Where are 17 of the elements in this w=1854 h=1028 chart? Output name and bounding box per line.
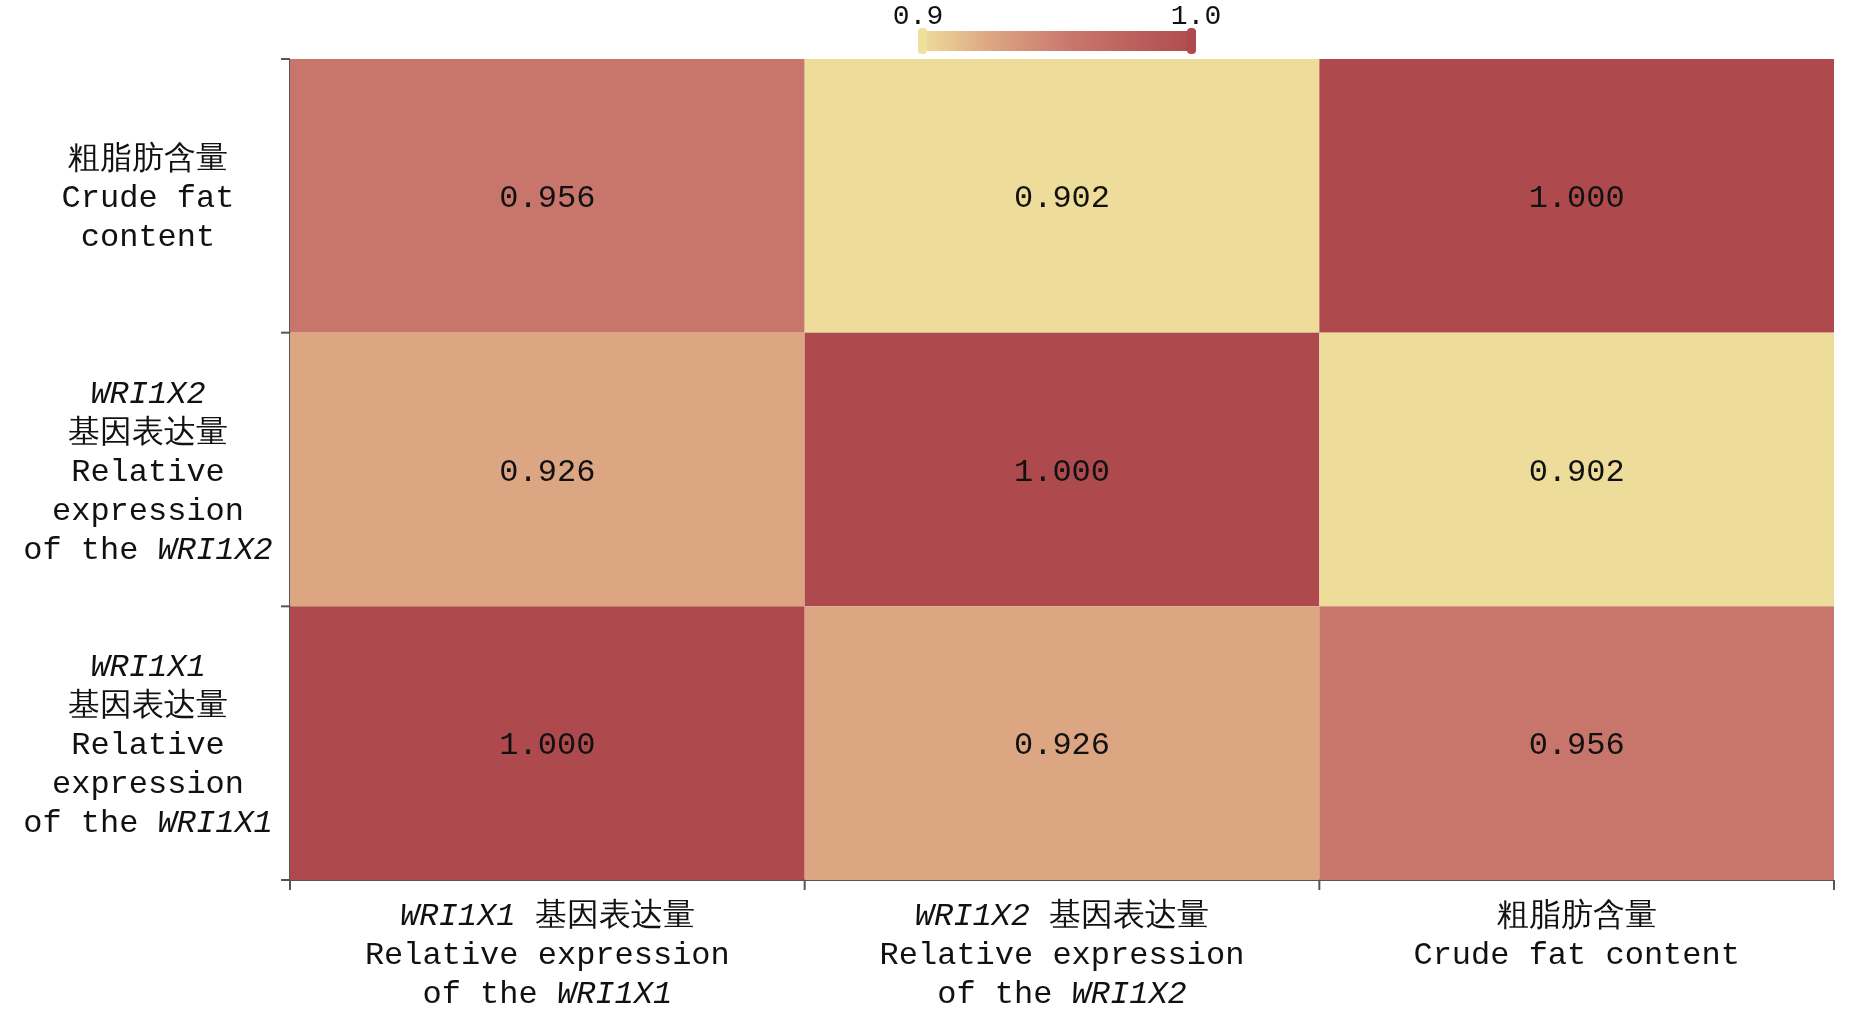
colorbar-tick-label: 0.9 — [892, 0, 944, 32]
data-label: 1.000 — [499, 727, 596, 765]
colorbar-tick-label: 1.0 — [1170, 0, 1222, 32]
y-tick-label: WRI1X1 基因表达量 Relative expression of the WRI1X1 — [23, 649, 273, 843]
data-label: 0.926 — [499, 453, 596, 491]
data-label: 1.000 — [1013, 453, 1111, 491]
x-tick-label: WRI1X2 基因表达量 Relative expression of the WRI1X2 — [879, 898, 1245, 1014]
y-tick-label: WRI1X2 基因表达量 Relative expression of the WRI1X2 — [23, 375, 273, 569]
x-tick-label: 粗脂肪含量 Crude fat content — [1413, 898, 1740, 975]
data-label: 0.902 — [1013, 180, 1111, 218]
data-label: 0.956 — [1528, 727, 1625, 765]
y-tick-label: 粗脂肪含量 Crude fat content — [61, 141, 235, 257]
data-label: 0.956 — [499, 180, 596, 218]
data-label: 1.000 — [1528, 180, 1625, 218]
x-tick-label: WRI1X1 基因表达量 Relative expression of the WRI1X1 — [364, 898, 730, 1014]
data-label: 0.902 — [1528, 453, 1625, 491]
data-label: 0.926 — [1013, 727, 1111, 765]
